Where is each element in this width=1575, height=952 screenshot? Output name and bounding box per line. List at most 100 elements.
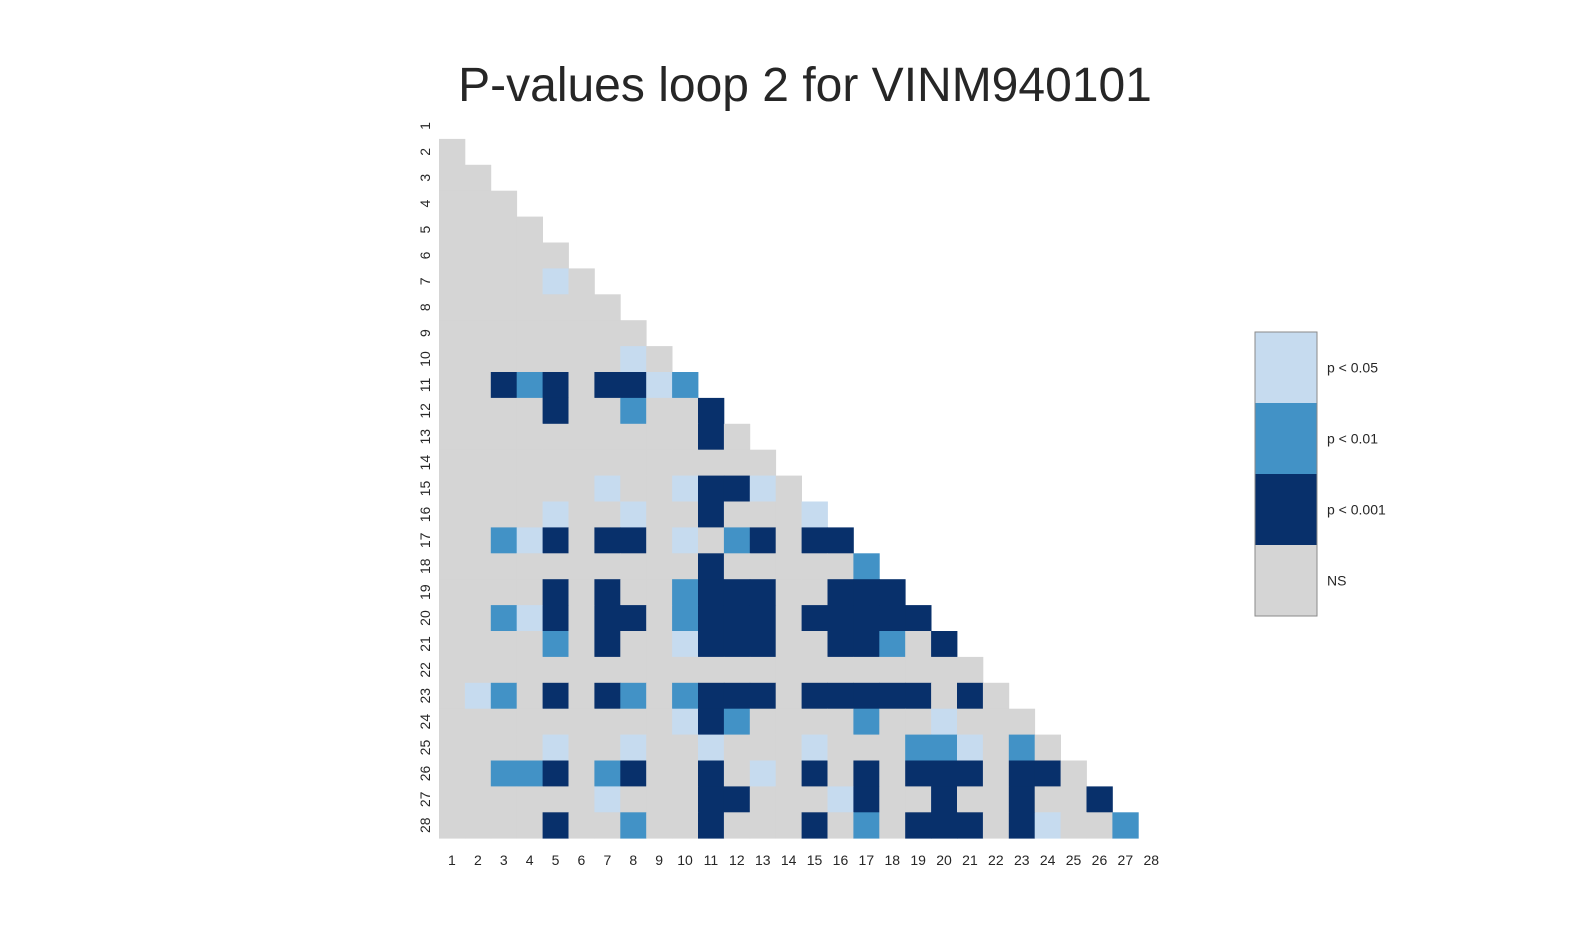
heatmap-cell-r28-c2 [464,812,492,839]
heatmap-cell-r24-c22 [982,708,1010,735]
y-tick-label: 16 [417,506,433,522]
legend-border [1254,331,1318,617]
heatmap-cell-r23-c21 [957,682,984,710]
heatmap-cell-r24-c5 [542,708,569,735]
heatmap-cell-r26-c20 [931,760,958,787]
heatmap-cell-r11-c4 [516,372,543,399]
x-tick-label: 17 [859,852,875,868]
legend-swatch-NS [1255,545,1317,617]
heatmap-cell-r20-c9 [646,605,673,632]
heatmap-cell-r23-c11 [698,682,725,710]
heatmap-cell-r24-c16 [827,708,854,735]
x-tick-label: 27 [1118,852,1134,868]
heatmap-cell-r23-c2 [464,682,492,710]
heatmap-cell-r24-c20 [931,708,958,735]
heatmap-cell-r27-c22 [982,786,1010,813]
x-tick-label: 25 [1066,852,1082,868]
heatmap-cell-r18-c7 [594,553,621,580]
heatmap-cell-r27-c1 [439,786,466,813]
heatmap-cell-r11-c7 [594,372,621,399]
heatmap-cell-r22-c20 [931,656,958,684]
heatmap-cell-r21-c6 [568,631,595,658]
y-tick-label: 28 [417,817,433,833]
heatmap-cell-r17-c13 [749,527,777,554]
y-tick-label: 25 [417,740,433,756]
heatmap-cell-r26-c12 [723,760,751,787]
heatmap-cell-r3-c2 [464,164,492,192]
heatmap-cell-r22-c19 [905,656,932,684]
heatmap-cell-r14-c8 [620,449,647,476]
heatmap-cell-r7-c4 [516,268,543,295]
heatmap-cell-r20-c10 [672,605,699,632]
heatmap-cell-r8-c5 [542,294,569,321]
heatmap-cell-r14-c6 [568,449,595,476]
heatmap-cell-r9-c1 [439,320,466,347]
heatmap-cell-r12-c5 [542,397,569,425]
heatmap-cell-r23-c13 [749,682,777,710]
heatmap-cell-r16-c11 [698,501,725,528]
heatmap-cell-r25-c2 [464,734,492,761]
heatmap-cell-r27-c2 [464,786,492,813]
heatmap-cell-r11-c1 [439,372,466,399]
heatmap-cell-r26-c10 [672,760,699,787]
heatmap-cell-r17-c8 [620,527,647,554]
heatmap-cell-r18-c2 [464,553,492,580]
heatmap-cell-r25-c7 [594,734,621,761]
heatmap-cell-r15-c4 [516,475,543,502]
heatmap-cell-r28-c8 [620,812,647,839]
heatmap-cell-r18-c10 [672,553,699,580]
heatmap-cell-r24-c12 [723,708,751,735]
y-tick-label: 9 [417,329,433,337]
heatmap-cell-r27-c10 [672,786,699,813]
heatmap-cell-r23-c6 [568,682,595,710]
heatmap-cell-r18-c8 [620,553,647,580]
heatmap-cell-r28-c22 [982,812,1010,839]
heatmap-cell-r12-c4 [516,397,543,425]
heatmap-cell-r27-c17 [853,786,880,813]
heatmap-cell-r18-c13 [749,553,777,580]
heatmap-cell-r19-c8 [620,579,647,606]
heatmap-cell-r15-c10 [672,475,699,502]
heatmap-cell-r24-c19 [905,708,932,735]
heatmap-cell-r14-c1 [439,449,466,476]
heatmap-cell-r26-c24 [1034,760,1061,787]
heatmap-cell-r21-c10 [672,631,699,658]
heatmap-cell-r28-c18 [879,812,906,839]
heatmap-cell-r12-c2 [464,397,492,425]
heatmap-cell-r28-c4 [516,812,543,839]
heatmap-cell-r28-c10 [672,812,699,839]
heatmap-cell-r19-c17 [853,579,880,606]
heatmap-cell-r25-c10 [672,734,699,761]
heatmap-cell-r26-c7 [594,760,621,787]
heatmap-cell-r14-c11 [698,449,725,476]
y-tick-label: 23 [417,688,433,704]
heatmap-cell-r19-c2 [464,579,492,606]
heatmap-cell-r22-c10 [672,656,699,684]
heatmap-cell-r25-c14 [775,734,802,761]
heatmap-cell-r17-c14 [775,527,802,554]
heatmap-cell-r28-c15 [801,812,828,839]
heatmap-cell-r26-c9 [646,760,673,787]
heatmap-cell-r24-c8 [620,708,647,735]
heatmap-cell-r26-c16 [827,760,854,787]
heatmap-cell-r15-c11 [698,475,725,502]
heatmap-cell-r10-c7 [594,346,621,373]
heatmap-cell-r26-c14 [775,760,802,787]
heatmap-cell-r28-c17 [853,812,880,839]
heatmap-cell-r13-c4 [516,423,543,451]
heatmap-cell-r26-c5 [542,760,569,787]
heatmap-cell-r23-c4 [516,682,543,710]
heatmap-cell-r12-c10 [672,397,699,425]
heatmap-cell-r4-c3 [490,190,518,217]
heatmap-cell-r18-c5 [542,553,569,580]
heatmap-cell-r26-c25 [1060,760,1087,787]
heatmap-cell-r18-c4 [516,553,543,580]
heatmap-cell-r12-c6 [568,397,595,425]
heatmap-cell-r3-c1 [439,164,466,192]
heatmap-cell-r10-c6 [568,346,595,373]
heatmap-cell-r25-c8 [620,734,647,761]
heatmap-cell-r21-c5 [542,631,569,658]
heatmap-cell-r21-c4 [516,631,543,658]
heatmap-cell-r8-c1 [439,294,466,321]
